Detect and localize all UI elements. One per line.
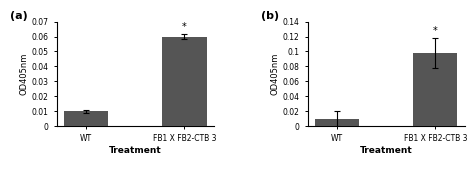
X-axis label: Treatment: Treatment	[360, 146, 412, 155]
Bar	[413, 53, 457, 126]
Text: (a): (a)	[10, 11, 27, 21]
Bar	[315, 119, 359, 126]
Bar	[64, 111, 108, 126]
Text: (b): (b)	[261, 11, 279, 21]
Text: *: *	[433, 26, 438, 36]
Bar	[162, 37, 207, 126]
Y-axis label: OD405nm: OD405nm	[271, 53, 280, 95]
X-axis label: Treatment: Treatment	[109, 146, 162, 155]
Text: *: *	[182, 22, 187, 32]
Y-axis label: OD405nm: OD405nm	[20, 53, 29, 95]
